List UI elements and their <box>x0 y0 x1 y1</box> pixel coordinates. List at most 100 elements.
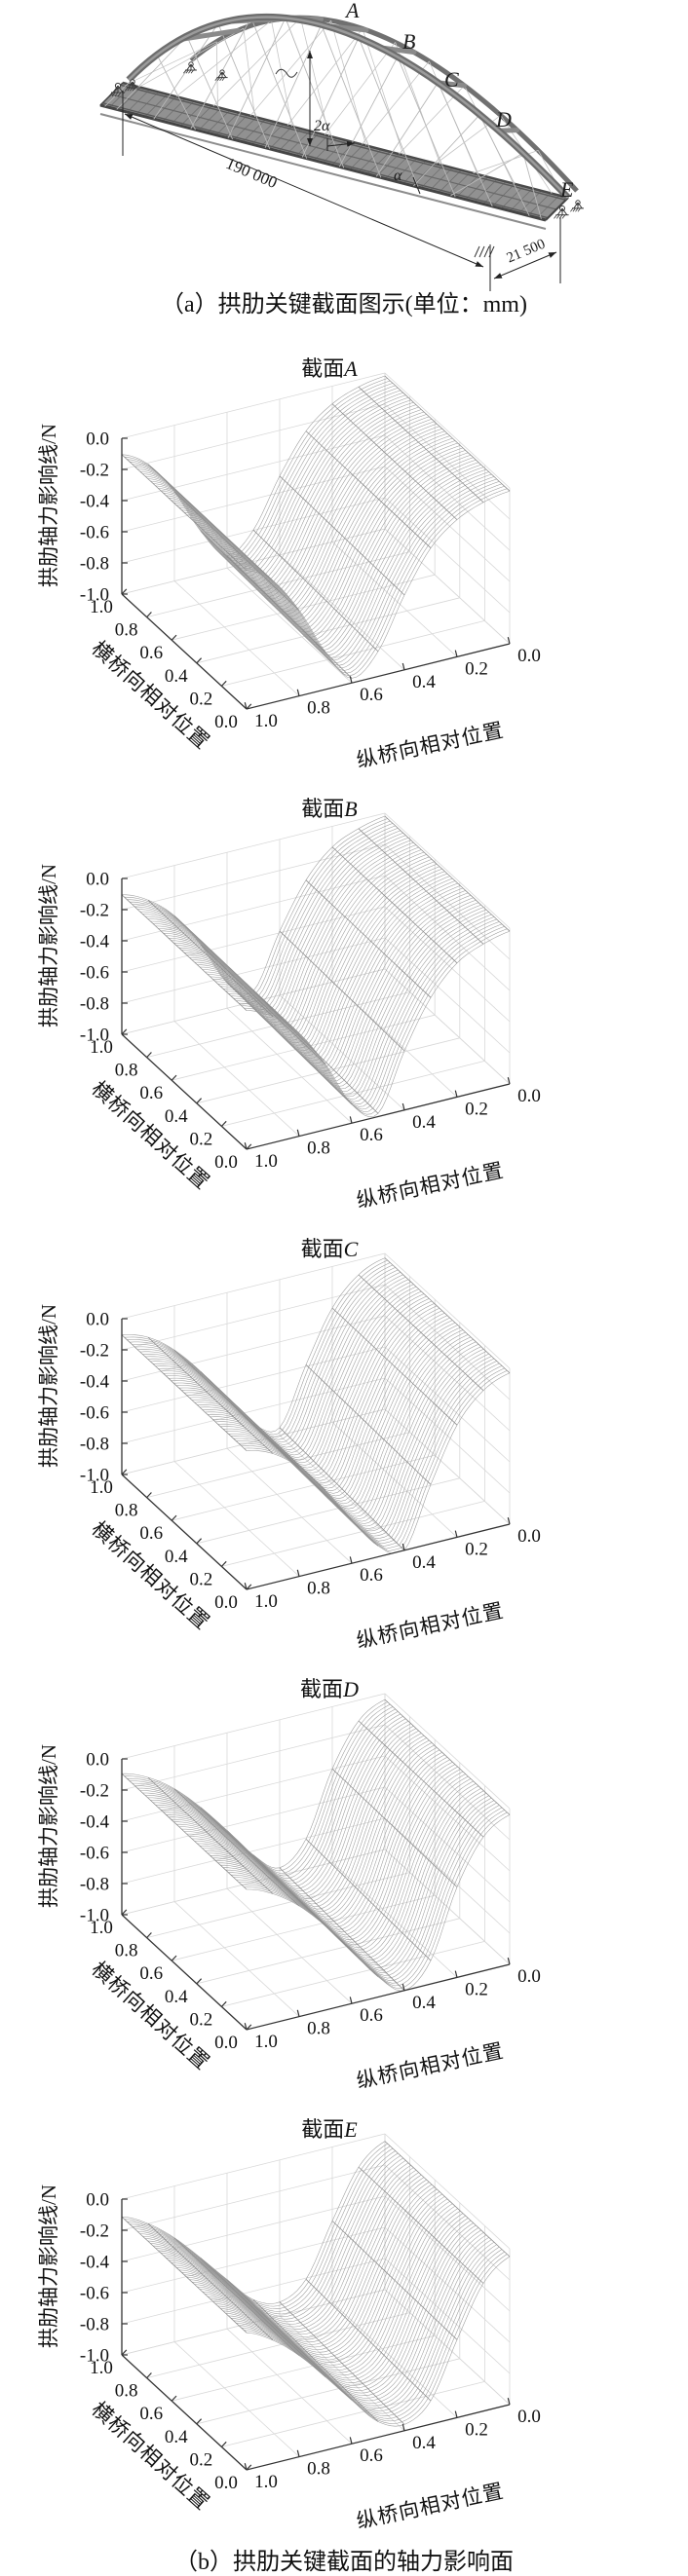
svg-text:-1.0: -1.0 <box>80 585 109 606</box>
svg-text:0.6: 0.6 <box>360 2445 383 2466</box>
z-axis-title: 拱肋轴力影响线/N <box>37 2184 60 2348</box>
z-axis-title: 拱肋轴力影响线/N <box>37 864 60 1027</box>
deck-back-edge <box>122 81 569 200</box>
svg-text:0.4: 0.4 <box>165 666 188 687</box>
svg-text:-0.4: -0.4 <box>80 492 110 512</box>
x-axis-title: 纵桥向相对位置 <box>355 718 507 771</box>
svg-text:0.8: 0.8 <box>307 2459 330 2480</box>
surface-plot-block-E: 0.0 -0.2 -0.4 -0.6 -0.8 -1.0 1.0 0.8 0.6 0.4 0.2 0.… <box>0 2105 688 2545</box>
plot-title-section-letter: E <box>344 2117 358 2142</box>
svg-text:-1.0: -1.0 <box>80 2346 109 2367</box>
svg-text:0.0: 0.0 <box>214 1592 238 1613</box>
svg-text:-0.8: -0.8 <box>80 994 109 1015</box>
section-label-A: A <box>346 0 360 22</box>
plot-title-text: 截面 <box>300 1677 344 1701</box>
pin-support-icon <box>570 200 584 212</box>
svg-text:-1.0: -1.0 <box>80 1906 109 1926</box>
svg-text:0.0: 0.0 <box>517 1086 541 1106</box>
svg-text:-0.8: -0.8 <box>80 2315 109 2335</box>
svg-text:-0.4: -0.4 <box>80 932 110 952</box>
tick-labels: 0.0-0.2-0.4-0.6-0.8-1.01.00.80.60.40.20.… <box>80 870 541 1174</box>
panel-a-bridge-diagram: A B C D E 190 000 21 500 2α α （a）拱肋关键截面图… <box>0 0 688 344</box>
svg-text:0.4: 0.4 <box>412 1552 436 1573</box>
svg-text:0.2: 0.2 <box>465 658 488 679</box>
svg-text:0.2: 0.2 <box>190 2009 213 2030</box>
mesh-surface <box>121 375 511 679</box>
x-axis-title: 纵桥向相对位置 <box>355 1598 507 1652</box>
surface-plot-stack: 0.0 -0.2 -0.4 -0.6 -0.8 -1.0 1.0 0.8 0.6 0.4 0.2 0.… <box>0 344 688 2545</box>
surface-plot-canvas: 0.0-0.2-0.4-0.6-0.8-1.01.00.80.60.40.20.… <box>37 1252 541 1653</box>
pin-support-icon <box>124 79 138 92</box>
svg-text:0.6: 0.6 <box>139 1083 163 1103</box>
svg-text:0.2: 0.2 <box>465 1539 488 1559</box>
width-dimension-arrow <box>493 251 557 280</box>
svg-text:0.8: 0.8 <box>307 698 330 719</box>
surface-plot-canvas: 0.0-0.2-0.4-0.6-0.8-1.01.00.80.60.40.20.… <box>37 2133 541 2533</box>
svg-text:0.8: 0.8 <box>115 1061 138 1081</box>
svg-text:-0.2: -0.2 <box>80 1341 109 1362</box>
svg-text:1.0: 1.0 <box>90 1037 113 1058</box>
surface-plot-canvas: 0.0-0.2-0.4-0.6-0.8-1.01.00.80.60.40.20.… <box>37 372 541 772</box>
axes <box>121 2198 511 2471</box>
z-axis-title: 拱肋轴力影响线/N <box>37 424 60 587</box>
svg-text:0.0: 0.0 <box>214 2473 238 2493</box>
svg-text:1.0: 1.0 <box>254 711 278 731</box>
svg-text:0.0: 0.0 <box>86 1750 109 1771</box>
svg-text:-0.8: -0.8 <box>80 554 109 575</box>
svg-text:-0.8: -0.8 <box>80 1875 109 1895</box>
axes <box>121 877 511 1150</box>
svg-text:0.0: 0.0 <box>86 429 109 450</box>
mesh-surface <box>121 1257 511 1554</box>
svg-text:-1.0: -1.0 <box>80 1026 109 1046</box>
svg-text:0.2: 0.2 <box>190 1129 213 1149</box>
plot-title-text: 截面 <box>301 356 345 381</box>
svg-text:0.6: 0.6 <box>360 1565 383 1586</box>
plot-title: 截面E <box>0 2112 659 2144</box>
surface-plot-block-B: 0.0 -0.2 -0.4 -0.6 -0.8 -1.0 1.0 0.8 0.6 0.4 0.2 0.… <box>0 784 688 1224</box>
svg-text:-0.2: -0.2 <box>80 461 109 481</box>
svg-text:0.6: 0.6 <box>360 2005 383 2026</box>
plot-title: 截面B <box>0 792 659 823</box>
svg-text:0.0: 0.0 <box>517 2407 541 2427</box>
svg-text:0.4: 0.4 <box>412 2433 436 2453</box>
surface-plot-block-C: 0.0 -0.2 -0.4 -0.6 -0.8 -1.0 1.0 0.8 0.6 0.4 0.2 0.… <box>0 1224 688 1664</box>
svg-text:0.6: 0.6 <box>139 643 163 663</box>
svg-text:0.4: 0.4 <box>165 1106 188 1127</box>
svg-text:0.6: 0.6 <box>139 1523 163 1544</box>
arch-rib-front-highlight <box>128 16 569 199</box>
svg-text:-0.4: -0.4 <box>80 1372 110 1393</box>
mesh-surface <box>121 1699 511 1992</box>
dimension-lines <box>122 51 561 291</box>
svg-text:0.8: 0.8 <box>115 620 138 641</box>
x-axis-title: 纵桥向相对位置 <box>355 2038 507 2092</box>
svg-text:0.0: 0.0 <box>86 1310 109 1330</box>
svg-text:0.0: 0.0 <box>86 2190 109 2211</box>
svg-text:0.2: 0.2 <box>465 2419 488 2440</box>
svg-text:0.2: 0.2 <box>465 1979 488 1999</box>
svg-text:0.8: 0.8 <box>307 1139 330 1159</box>
axes <box>121 1318 511 1590</box>
svg-text:0.4: 0.4 <box>412 1993 436 2013</box>
caption-panel-a: （a）拱肋关键截面图示(单位：mm) <box>161 292 527 317</box>
svg-text:0.4: 0.4 <box>165 2427 188 2447</box>
svg-text:0.2: 0.2 <box>190 689 213 709</box>
svg-text:0.2: 0.2 <box>465 1099 488 1119</box>
svg-text:-0.8: -0.8 <box>80 1435 109 1455</box>
plot-title: 截面D <box>0 1672 659 1703</box>
svg-text:0.0: 0.0 <box>517 646 541 666</box>
surface-plot-canvas: 0.0-0.2-0.4-0.6-0.8-1.01.00.80.60.40.20.… <box>37 1693 541 2093</box>
svg-text:1.0: 1.0 <box>254 2032 278 2052</box>
svg-text:0.0: 0.0 <box>214 2033 238 2053</box>
svg-text:0.0: 0.0 <box>214 712 238 732</box>
section-label-C: C <box>444 67 459 92</box>
svg-text:-0.2: -0.2 <box>80 2221 109 2242</box>
svg-text:1.0: 1.0 <box>90 1918 113 1938</box>
svg-text:0.8: 0.8 <box>115 2381 138 2402</box>
svg-text:1.0: 1.0 <box>254 1151 278 1172</box>
rise-squiggle <box>275 68 298 78</box>
deck-angle-label: α <box>394 168 402 184</box>
svg-text:0.2: 0.2 <box>190 2449 213 2470</box>
surface-plot-block-D: 0.0 -0.2 -0.4 -0.6 -0.8 -1.0 1.0 0.8 0.6 0.4 0.2 0.… <box>0 1664 688 2105</box>
svg-text:1.0: 1.0 <box>90 597 113 617</box>
